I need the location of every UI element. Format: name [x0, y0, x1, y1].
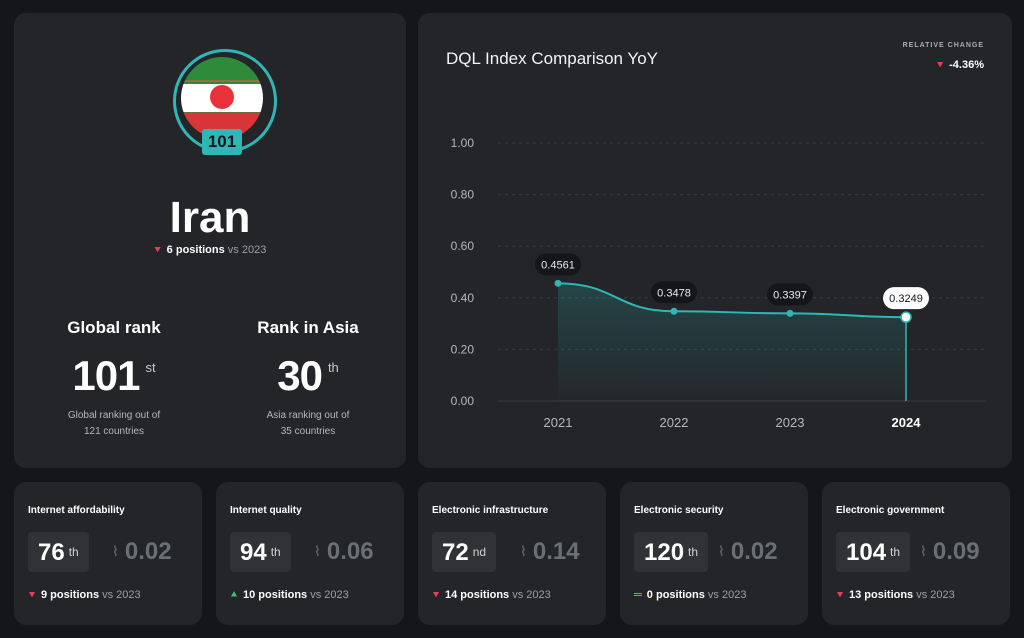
global-rank-desc: Global ranking out of 121 countries — [67, 410, 161, 437]
metric-change: ⯅ 10 positions vs 2023 — [230, 589, 349, 601]
asia-rank-suffix: th — [327, 360, 339, 375]
metric-score: ⌇ 0.02 — [718, 538, 778, 565]
data-label: 0.3478 — [657, 287, 691, 299]
chevron-double-down-icon: ⯆ — [153, 245, 162, 256]
series-area — [558, 283, 906, 401]
x-tick-label: 2021 — [544, 415, 573, 430]
chevron-double-down-icon: ⯆ — [432, 590, 440, 601]
data-label-bg — [651, 281, 697, 304]
x-tick-label: 2022 — [660, 415, 689, 430]
global-rank-label: Global rank — [67, 318, 161, 337]
pulse-icon: ⌇ — [718, 543, 725, 559]
chevron-double-down-icon: ⯆ — [28, 590, 36, 601]
relative-change-label: RELATIVE CHANGE — [902, 42, 984, 49]
metric-change: ═ 0 positions vs 2023 — [634, 589, 747, 601]
metric-score: ⌇ 0.06 — [314, 538, 374, 565]
dql-line-chart: 0.00 0.20 0.40 0.60 0.80 1.00 0.4561 2021 0.3478… — [451, 136, 986, 430]
data-label-bg — [767, 283, 813, 306]
country-name: Iran — [169, 193, 251, 242]
data-label: 0.3249 — [889, 293, 923, 305]
global-rank-suffix: st — [145, 360, 156, 375]
metric-change: ⯆ 13 positions vs 2023 — [836, 589, 955, 601]
iran-flag-icon — [181, 57, 263, 139]
chart-title: DQL Index Comparison YoY — [446, 49, 658, 68]
country-flag-badge: 101 — [173, 49, 277, 155]
metric-title: Internet affordability — [28, 505, 125, 516]
metric-change: ⯆ 9 positions vs 2023 — [28, 589, 141, 601]
metric-title: Electronic security — [634, 505, 724, 516]
metric-score: ⌇ 0.09 — [920, 538, 980, 565]
pulse-icon: ⌇ — [314, 543, 321, 559]
asia-rank-desc: Asia ranking out of 35 countries — [266, 410, 350, 437]
chevron-double-up-icon: ⯅ — [230, 590, 238, 601]
pulse-icon: ⌇ — [112, 543, 119, 559]
chart-card: DQL Index Comparison YoY RELATIVE CHANGE… — [418, 13, 1012, 468]
chevron-double-down-icon: ⯆ — [936, 60, 945, 71]
data-point — [786, 309, 794, 317]
y-tick-label: 0.00 — [451, 394, 475, 408]
equals-icon: ═ — [634, 589, 642, 601]
metric-title: Internet quality — [230, 505, 302, 516]
country-change: ⯆ 6 positions vs 2023 — [14, 244, 406, 256]
country-change-text: 6 positions — [166, 244, 225, 256]
country-card: 101 Iran ⯆ 6 positions vs 2023 Global ran… — [14, 13, 406, 468]
x-tick-label: 2023 — [776, 415, 805, 430]
pulse-icon: ⌇ — [920, 543, 927, 559]
data-point — [670, 307, 678, 315]
pulse-icon: ⌇ — [520, 543, 527, 559]
relative-change-value: ⯆ -4.36% — [936, 59, 984, 71]
country-change-suffix: vs 2023 — [227, 244, 267, 256]
data-point — [554, 279, 562, 287]
data-label-bg — [535, 253, 581, 276]
y-tick-label: 1.00 — [451, 136, 475, 150]
metric-score: ⌇ 0.02 — [112, 538, 172, 565]
data-label-bg — [883, 287, 929, 310]
y-tick-label: 0.40 — [451, 291, 475, 305]
data-label: 0.3397 — [773, 289, 807, 301]
metric-title: Electronic infrastructure — [432, 505, 549, 516]
data-point — [900, 311, 912, 323]
chevron-double-down-icon: ⯆ — [836, 590, 844, 601]
metric-title: Electronic government — [836, 505, 945, 516]
y-tick-label: 0.60 — [451, 239, 475, 253]
metric-change: ⯆ 14 positions vs 2023 — [432, 589, 551, 601]
y-tick-label: 0.80 — [451, 188, 475, 202]
series-line — [557, 282, 907, 319]
rank-badge: 101 — [202, 129, 242, 155]
y-tick-label: 0.20 — [451, 342, 475, 356]
data-label: 0.4561 — [541, 259, 575, 271]
asia-rank-label: Rank in Asia — [257, 318, 359, 337]
metric-score: ⌇ 0.14 — [520, 538, 580, 565]
x-tick-label: 2024 — [892, 415, 922, 430]
